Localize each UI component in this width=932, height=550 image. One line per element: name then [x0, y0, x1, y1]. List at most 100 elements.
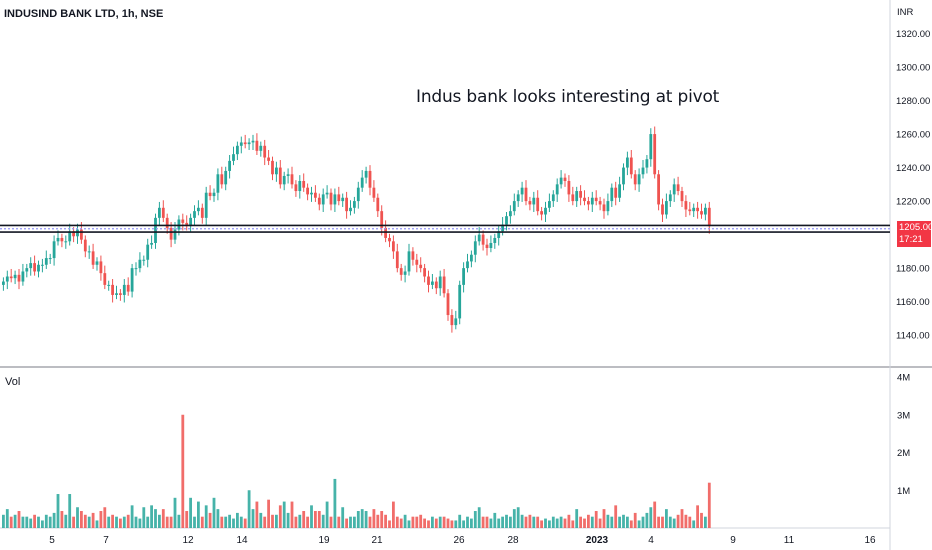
- volume-bar: [208, 512, 212, 528]
- currency-label: INR: [897, 7, 914, 18]
- candle-body: [267, 157, 270, 161]
- candle-body: [87, 251, 91, 253]
- volume-bar: [516, 507, 520, 528]
- volume-bar: [333, 478, 337, 528]
- volume-bar: [200, 516, 204, 528]
- volume-bar: [493, 512, 497, 528]
- candle-body: [473, 241, 477, 255]
- volume-bar: [220, 516, 224, 528]
- time-axis[interactable]: 5 7 12 14 19 21 26 28 2023 4 9 11 16: [49, 535, 876, 546]
- candle-body: [349, 207, 352, 212]
- volume-bar: [438, 516, 442, 528]
- price-tick-label: 1180.00: [896, 264, 930, 275]
- candle-body: [83, 239, 87, 252]
- candle-body: [520, 187, 524, 195]
- price-tick-label: 1160.00: [896, 297, 930, 308]
- time-tick-label: 26: [453, 535, 465, 546]
- price-axis[interactable]: INR 1140.00 1160.00 1180.00 1220.00 1240.00 12…: [896, 7, 930, 342]
- volume-bar: [181, 414, 185, 528]
- price-tick-label: 1280.00: [896, 96, 930, 107]
- volume-bar: [434, 518, 438, 528]
- candle-body: [419, 264, 423, 269]
- candle-body: [672, 184, 676, 195]
- volume-bar: [107, 516, 111, 528]
- volume-bar: [481, 516, 485, 528]
- candle-body: [64, 241, 68, 243]
- volume-axis[interactable]: 1M 2M 3M 4M: [897, 373, 910, 497]
- candle-body: [454, 318, 458, 326]
- price-tick-label: 1320.00: [896, 29, 930, 40]
- candle-body: [76, 229, 79, 237]
- candle-body: [567, 180, 571, 195]
- volume-bar: [649, 507, 653, 528]
- candle-body: [154, 217, 157, 243]
- volume-bar: [477, 507, 481, 528]
- volume-bar: [657, 516, 660, 528]
- volume-bar: [146, 516, 150, 528]
- candle-body: [544, 207, 547, 215]
- time-tick-label: 11: [784, 535, 795, 546]
- candle-body: [353, 201, 356, 208]
- volume-bar: [688, 516, 692, 528]
- candle-body: [493, 237, 497, 243]
- volume-bar: [204, 505, 208, 528]
- volume-bar: [165, 516, 169, 528]
- volume-bar: [138, 518, 142, 528]
- time-tick-label: 4: [648, 535, 654, 546]
- volume-bar: [555, 518, 559, 528]
- candle-body: [275, 167, 278, 175]
- volume-bar: [512, 509, 516, 528]
- volume-tick-label: 2M: [897, 448, 910, 459]
- volume-bar: [25, 516, 29, 528]
- candle-body: [146, 244, 150, 260]
- bar-countdown: 17:21: [899, 234, 923, 245]
- candle-body: [645, 159, 649, 168]
- candle-body: [271, 160, 274, 175]
- volume-bar: [255, 501, 259, 528]
- candle-body: [360, 177, 364, 188]
- candle-body: [173, 229, 177, 240]
- volume-bar: [466, 516, 469, 528]
- volume-bar: [536, 516, 540, 528]
- candle-body: [528, 201, 532, 205]
- candle-body: [185, 222, 189, 227]
- volume-bar: [614, 505, 618, 528]
- candle-body: [290, 174, 294, 185]
- volume-bar: [247, 490, 251, 528]
- volume-bar: [442, 516, 446, 528]
- volume-bar: [551, 516, 555, 528]
- candle-body: [692, 207, 696, 212]
- candle-body: [72, 231, 75, 237]
- candle-body: [150, 242, 153, 245]
- volume-bar: [427, 520, 430, 528]
- volume-bar: [665, 509, 668, 528]
- volume-bar: [692, 520, 696, 528]
- volume-bar: [419, 514, 423, 528]
- candle-body: [158, 207, 161, 218]
- volume-bar: [9, 516, 13, 528]
- volume-bar: [544, 518, 547, 528]
- candle-body: [368, 170, 372, 188]
- volume-bar: [571, 520, 575, 528]
- candle-body: [579, 191, 582, 198]
- candle-body: [282, 175, 286, 185]
- volume-bar: [704, 516, 707, 528]
- volume-bar: [5, 509, 9, 528]
- volume-bar: [372, 509, 376, 528]
- volume-bar: [173, 497, 177, 528]
- candle-body: [501, 224, 504, 232]
- candle-body: [9, 276, 13, 279]
- volume-bar: [356, 511, 360, 528]
- volume-bar: [610, 516, 614, 528]
- volume-bar: [64, 514, 68, 528]
- candle-body: [68, 231, 72, 242]
- candle-body: [676, 184, 680, 192]
- candle-body: [450, 315, 454, 326]
- volume-bar: [353, 516, 356, 528]
- candle-body: [356, 187, 360, 202]
- candle-body: [37, 264, 40, 272]
- volume-tick-label: 1M: [897, 486, 910, 497]
- volume-bar: [278, 505, 282, 528]
